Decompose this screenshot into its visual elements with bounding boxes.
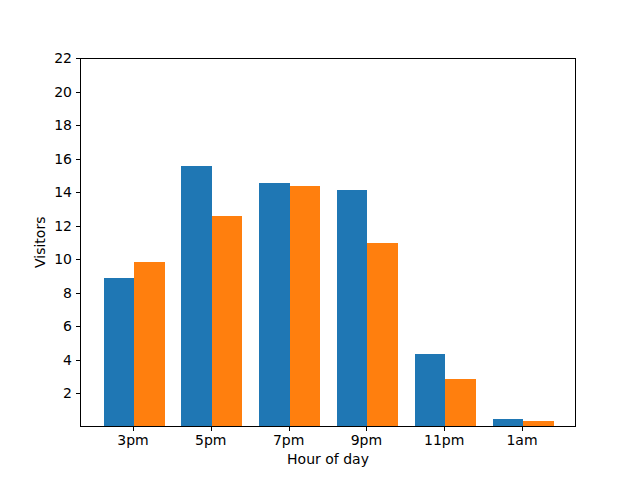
y-tick-mark: [76, 159, 80, 160]
y-tick-mark: [76, 393, 80, 394]
x-tick-mark: [522, 427, 523, 431]
bar-series-orange-9pm: [367, 243, 398, 426]
x-tick-mark: [211, 427, 212, 431]
y-tick-label: 16: [0, 152, 72, 166]
x-tick-label: 7pm: [254, 433, 324, 448]
bar-series-blue-11pm: [415, 354, 446, 426]
y-tick-label: 20: [0, 85, 72, 99]
x-tick-mark: [444, 427, 445, 431]
y-tick-mark: [76, 326, 80, 327]
y-tick-label: 2: [0, 386, 72, 400]
y-tick-mark: [76, 293, 80, 294]
x-tick-mark: [366, 427, 367, 431]
y-tick-mark: [76, 360, 80, 361]
y-tick-label: 8: [0, 286, 72, 300]
y-tick-label: 4: [0, 353, 72, 367]
y-tick-label: 18: [0, 118, 72, 132]
bar-series-orange-11pm: [445, 379, 476, 426]
bars-container: [81, 59, 575, 426]
x-tick-label: 5pm: [176, 433, 246, 448]
x-axis-label: Hour of day: [80, 451, 576, 467]
x-tick-label: 1am: [487, 433, 557, 448]
y-tick-label: 22: [0, 51, 72, 65]
x-tick-label: 11pm: [409, 433, 479, 448]
bar-series-orange-5pm: [212, 216, 243, 426]
y-tick-label: 12: [0, 219, 72, 233]
bar-series-blue-3pm: [104, 278, 135, 426]
bar-series-orange-1am: [523, 421, 554, 426]
y-tick-mark: [76, 92, 80, 93]
y-tick-mark: [76, 226, 80, 227]
y-tick-label: 6: [0, 319, 72, 333]
x-tick-mark: [289, 427, 290, 431]
bar-series-orange-3pm: [134, 262, 165, 426]
y-tick-mark: [76, 259, 80, 260]
y-tick-label: 10: [0, 252, 72, 266]
x-tick-mark: [133, 427, 134, 431]
y-axis-label: Visitors: [32, 58, 48, 427]
bar-series-orange-7pm: [290, 186, 321, 426]
bar-chart-figure: Visitors 2 4 6 8 10 12 14 16 18 20 22 3pm 5pm 7pm 9pm…: [0, 0, 640, 480]
y-tick-mark: [76, 58, 80, 59]
x-tick-label: 3pm: [98, 433, 168, 448]
y-tick-label: 14: [0, 185, 72, 199]
y-tick-mark: [76, 192, 80, 193]
plot-area: [80, 58, 576, 427]
y-tick-mark: [76, 125, 80, 126]
bar-series-blue-5pm: [181, 166, 212, 426]
bar-series-blue-9pm: [337, 190, 368, 426]
x-tick-label: 9pm: [331, 433, 401, 448]
bar-series-blue-1am: [493, 419, 524, 426]
bar-series-blue-7pm: [259, 183, 290, 426]
